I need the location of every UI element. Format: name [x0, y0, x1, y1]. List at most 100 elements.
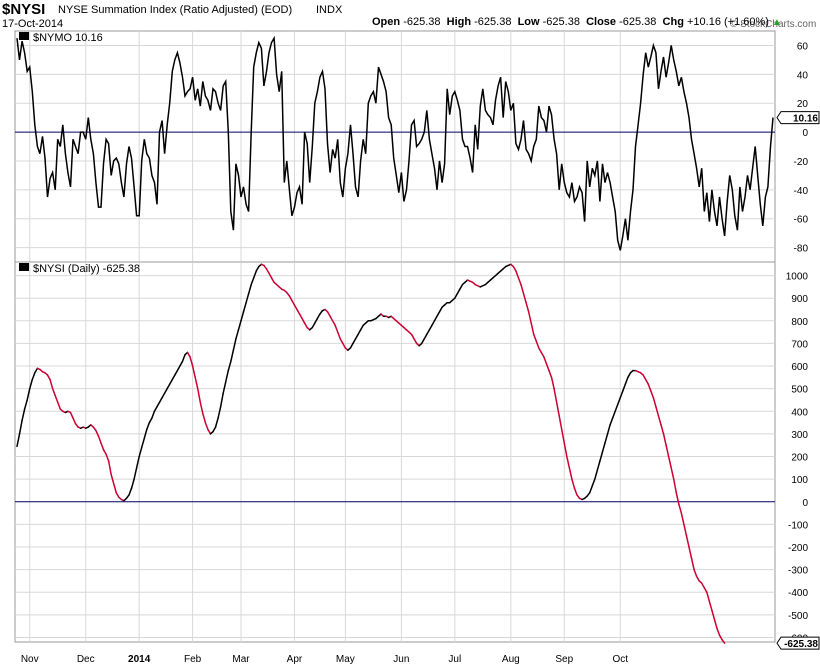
x-tick-label: Jul: [448, 654, 461, 665]
nysi-series-segment: [161, 392, 166, 399]
nysi-y-tick-label: 300: [791, 430, 808, 441]
nysi-series-segment: [650, 390, 655, 399]
nysi-series-segment: [357, 329, 362, 336]
nysi-series-segment: [530, 322, 535, 336]
nysi-series-segment: [235, 329, 240, 340]
nysi-legend-swatch: [19, 263, 29, 271]
nysi-series-segment: [151, 410, 156, 419]
nysi-series-segment: [545, 363, 550, 372]
nymo-series-line: [16, 35, 774, 251]
nysi-series-segment: [591, 478, 596, 487]
nysi-series-segment: [227, 360, 232, 372]
nysi-series-segment: [191, 365, 196, 379]
nysi-series-segment: [102, 448, 107, 456]
nysi-series-segment: [680, 512, 685, 526]
nymo-panel-title: $NYMO 10.16: [33, 32, 103, 44]
nysi-series-segment: [49, 378, 54, 390]
nysi-series-segment: [217, 406, 222, 419]
nysi-series-segment: [158, 396, 163, 403]
nysi-series-segment: [311, 322, 316, 329]
nysi-series-segment: [588, 485, 594, 494]
date-label: 17-Oct-2014: [2, 18, 64, 30]
nysi-series-segment: [179, 360, 184, 367]
nymo-legend-swatch: [19, 32, 29, 40]
nysi-series-segment: [711, 609, 716, 621]
nysi-series-segment: [72, 417, 77, 425]
nysi-series-segment: [298, 313, 303, 320]
nysi-series-segment: [609, 417, 614, 426]
nysi-series-segment: [194, 376, 199, 390]
nysi-series-segment: [224, 369, 230, 383]
nysi-series-segment: [314, 317, 319, 324]
nysi-series-segment: [517, 277, 522, 286]
nysi-y-tick-label: 1000: [786, 272, 809, 283]
nysi-series-segment: [329, 315, 334, 322]
nysi-series-segment: [532, 333, 538, 342]
nysi-series-segment: [675, 491, 680, 505]
nysi-series-segment: [107, 460, 112, 476]
nysi-series-segment: [352, 338, 357, 345]
x-tick-label: Sep: [555, 654, 573, 665]
nysi-series-segment: [670, 467, 675, 480]
nymo-y-tick-label: 60: [797, 41, 809, 52]
nysi-series-segment: [296, 308, 301, 315]
nysi-series-segment: [428, 324, 433, 331]
nysi-series-segment: [171, 374, 176, 381]
nysi-series-segment: [568, 467, 573, 480]
nysi-series-segment: [207, 428, 212, 435]
nysi-series-segment: [138, 446, 143, 458]
watermark: © StockCharts.com: [730, 19, 817, 30]
nysi-series-segment: [135, 455, 140, 469]
nysi-series-segment: [181, 353, 186, 363]
nysi-series-segment: [690, 557, 695, 571]
nysi-series-segment: [268, 272, 273, 279]
nysi-series-segment: [51, 387, 56, 397]
nysi-series-segment: [647, 383, 652, 392]
nysi-y-tick-label: 900: [791, 294, 808, 305]
nysi-series-segment: [525, 301, 530, 313]
nysi-series-segment: [555, 401, 560, 417]
nysi-y-tick-label: -300: [788, 566, 808, 577]
nysi-series-segment: [611, 410, 616, 419]
nysi-panel-frame: [14, 261, 776, 643]
nysi-series-segment: [438, 306, 443, 313]
nysi-y-tick-label: -500: [788, 611, 808, 622]
nysi-series-segment: [46, 374, 51, 381]
nysi-series-segment: [667, 455, 672, 469]
nysi-series-segment: [459, 283, 464, 290]
nysi-series-segment: [148, 417, 153, 424]
nysi-series-segment: [548, 369, 553, 379]
nysi-y-tick-label: 200: [791, 453, 808, 464]
nysi-series-segment: [420, 338, 426, 345]
nysi-series-segment: [105, 453, 110, 462]
nysi-series-segment: [553, 387, 558, 403]
nysi-series-segment: [594, 469, 599, 480]
nysi-series-segment: [168, 378, 174, 385]
nysi-series-segment: [204, 421, 209, 431]
open-label: Open: [372, 16, 401, 28]
nysi-series-segment: [678, 503, 683, 514]
nysi-series-segment: [26, 387, 31, 401]
nysi-series-segment: [140, 437, 146, 449]
x-tick-label: Feb: [184, 654, 202, 665]
nysi-series-segment: [596, 460, 601, 471]
nysi-series-segment: [153, 406, 158, 413]
nysi-series-segment: [232, 338, 237, 351]
nysi-series-segment: [627, 372, 632, 379]
nysi-series-segment: [336, 331, 342, 340]
nysi-series-segment: [599, 451, 604, 462]
chg-label: Chg: [662, 16, 684, 28]
nysi-series-segment: [520, 283, 525, 295]
exchange-label: INDX: [316, 4, 343, 16]
nysi-last-value-flag: [776, 636, 820, 650]
nysi-series-segment: [433, 315, 438, 322]
nymo-y-tick-label: 20: [797, 99, 809, 110]
nysi-series-segment: [265, 268, 270, 275]
nysi-series-segment: [301, 317, 306, 324]
nysi-series-segment: [614, 403, 619, 413]
nysi-series-segment: [527, 311, 532, 324]
nysi-series-segment: [708, 600, 713, 612]
nysi-series-segment: [247, 283, 252, 295]
nysi-y-tick-label: -200: [788, 543, 808, 554]
nymo-y-tick-label: -80: [794, 244, 809, 255]
